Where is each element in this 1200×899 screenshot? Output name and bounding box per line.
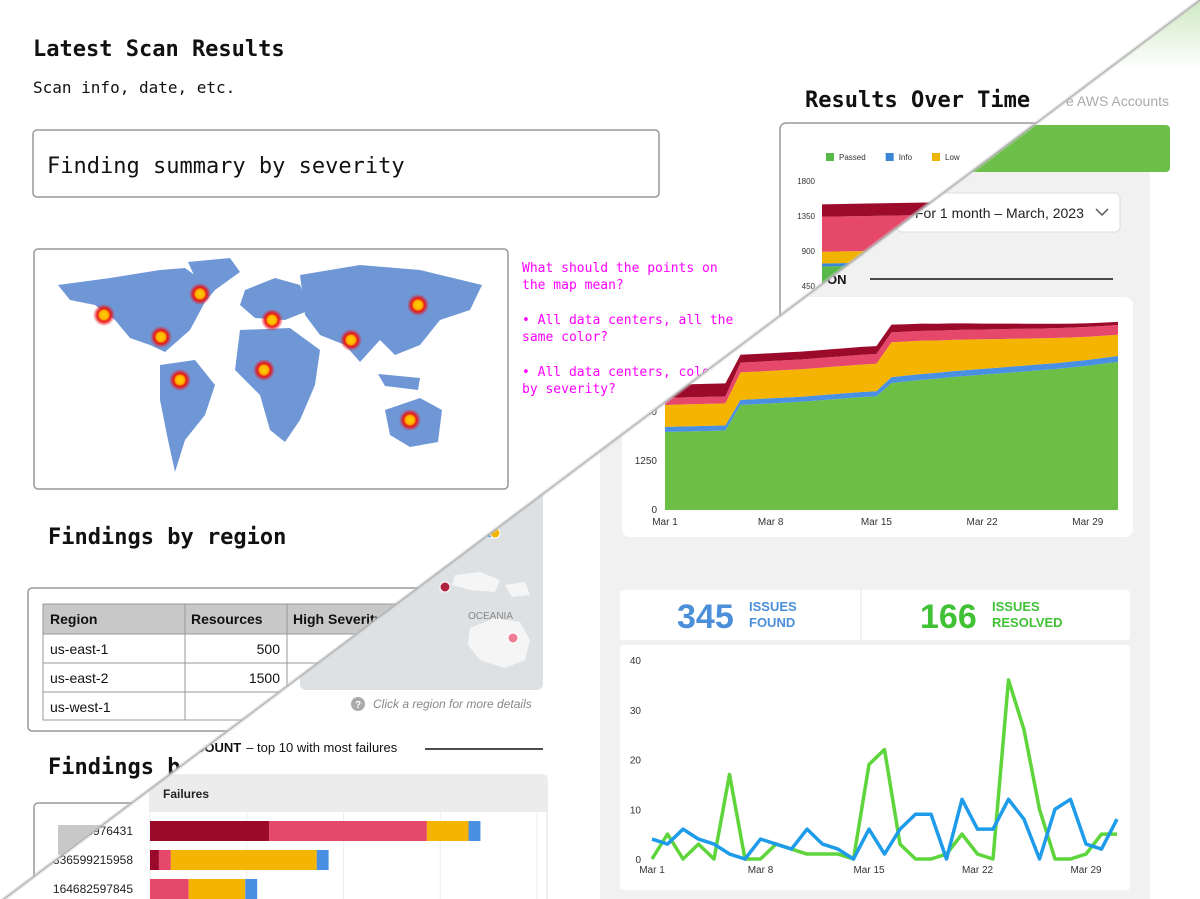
x-tick-label: Mar 22: [962, 865, 994, 876]
map-note: Click a region for more details: [373, 697, 532, 711]
area-band: [665, 334, 1118, 427]
row-label: 836599215958: [53, 853, 133, 867]
x-tick-label: Mar 22: [967, 517, 999, 528]
y-tick-label: 20: [630, 756, 642, 767]
legend-swatch: [826, 153, 834, 161]
region-heading: Findings by region: [48, 525, 286, 550]
x-tick-label: Mar 15: [853, 865, 885, 876]
table-header-cell: Resources: [191, 611, 263, 627]
dropdown-chevron: [1095, 208, 1109, 217]
map-land: [452, 572, 530, 597]
table-header-cell: High Severity: [293, 611, 383, 627]
map-label: OCEANIA: [468, 611, 513, 622]
y-tick-label: 900: [802, 247, 816, 256]
map-point[interactable]: [439, 581, 451, 593]
bar-segment: [158, 850, 171, 870]
y-tick-label: 1350: [797, 212, 815, 221]
issues-card: [620, 590, 1130, 640]
table-cell: us-west-1: [50, 699, 111, 715]
results-title: Results Over Time: [805, 88, 1030, 113]
issues-chart: 0 10 20 30 40 Mar 1 Mar 8 Mar 15 Mar 22 Mar 29: [630, 656, 1119, 876]
bar-segment: [426, 821, 469, 841]
area-band: [665, 321, 1118, 398]
map-note: same color?: [522, 330, 608, 345]
map-note: • All data centers, colored: [522, 365, 733, 380]
bar-segment: [150, 879, 189, 899]
map-note: by severity?: [522, 382, 616, 397]
map-note: What should the points on: [522, 261, 718, 276]
table-cell: us-east-1: [50, 641, 109, 657]
x-tick-label: Mar 1: [639, 865, 665, 876]
bar-segment: [316, 850, 329, 870]
legend-label: Low: [945, 153, 960, 162]
issues-found-label: FOUND: [749, 615, 795, 630]
y-tick-label: 1800: [797, 177, 815, 186]
issues-found-label: ISSUES: [749, 599, 797, 614]
table-cell: 500: [257, 641, 281, 657]
bar-segment: [150, 850, 159, 870]
x-tick-label: Mar 15: [861, 517, 893, 528]
map-notes: What should the points on the map mean? …: [522, 261, 733, 397]
map-points: [93, 283, 429, 431]
table-cell: us-east-2: [50, 670, 109, 686]
x-tick-label: Mar 8: [748, 865, 774, 876]
row-label: 164682597845: [53, 882, 133, 896]
map-note: the map mean?: [522, 278, 624, 293]
failures-header-label: Failures: [163, 787, 209, 801]
failures-heading-rest: – top 10 with most failures: [246, 740, 398, 755]
table-cell: 1500: [249, 670, 280, 686]
map-point[interactable]: [507, 632, 519, 644]
issues-chart-card: [620, 645, 1130, 890]
y-tick-label: 0: [635, 855, 641, 866]
y-tick-label: 30: [630, 706, 642, 717]
x-tick-label: Mar 29: [1072, 517, 1104, 528]
bar-segment: [468, 821, 481, 841]
issues-found-count: 345: [677, 598, 734, 636]
y-tick-label: 10: [630, 805, 642, 816]
bar-segment: [188, 879, 246, 899]
bar-segment: [150, 821, 270, 841]
legend-label: Info: [899, 153, 913, 162]
y-tick-label: 1250: [635, 456, 658, 467]
series-line: [651, 797, 1119, 861]
y-tick-label: 450: [802, 282, 816, 291]
failures-heading: COUNT – top 10 with most failures: [195, 740, 398, 755]
area-band: [665, 361, 1118, 510]
map-note: • All data centers, all the: [522, 313, 733, 328]
help-icon-glyph: ?: [355, 700, 361, 711]
x-tick-label: Mar 1: [652, 517, 678, 528]
dropdown-label: For 1 month – March, 2023: [915, 205, 1084, 221]
legend-swatch: [885, 153, 894, 161]
page-title: Latest Scan Results: [33, 37, 285, 62]
issues-resolved-label: RESOLVED: [992, 615, 1063, 630]
legend-swatch: [932, 153, 941, 161]
bar-segment: [269, 821, 427, 841]
failures-header: [150, 775, 547, 812]
issues-resolved-label: ISSUES: [992, 599, 1040, 614]
bar-segment: [245, 879, 258, 899]
summary-box: [32, 129, 660, 198]
issues-resolved-count: 166: [920, 598, 977, 636]
series-line: [650, 678, 1117, 861]
summary-label: Finding summary by severity: [47, 154, 405, 179]
legend-label: Passed: [839, 153, 866, 162]
page-subtitle: Scan info, date, etc.: [33, 78, 235, 97]
accounts-heading: Findings b: [48, 755, 180, 780]
help-icon: [351, 697, 365, 711]
accounts-link[interactable]: e AWS Accounts: [1066, 93, 1169, 109]
bar-segment: [170, 850, 317, 870]
area-band: [665, 324, 1118, 405]
map-land: [468, 618, 530, 668]
x-tick-label: Mar 8: [758, 517, 784, 528]
y-tick-label: 0: [651, 505, 657, 516]
y-tick-label: 40: [630, 656, 642, 667]
table-header-cell: Region: [50, 611, 97, 627]
area-band: [665, 355, 1118, 432]
x-tick-label: Mar 29: [1070, 865, 1102, 876]
